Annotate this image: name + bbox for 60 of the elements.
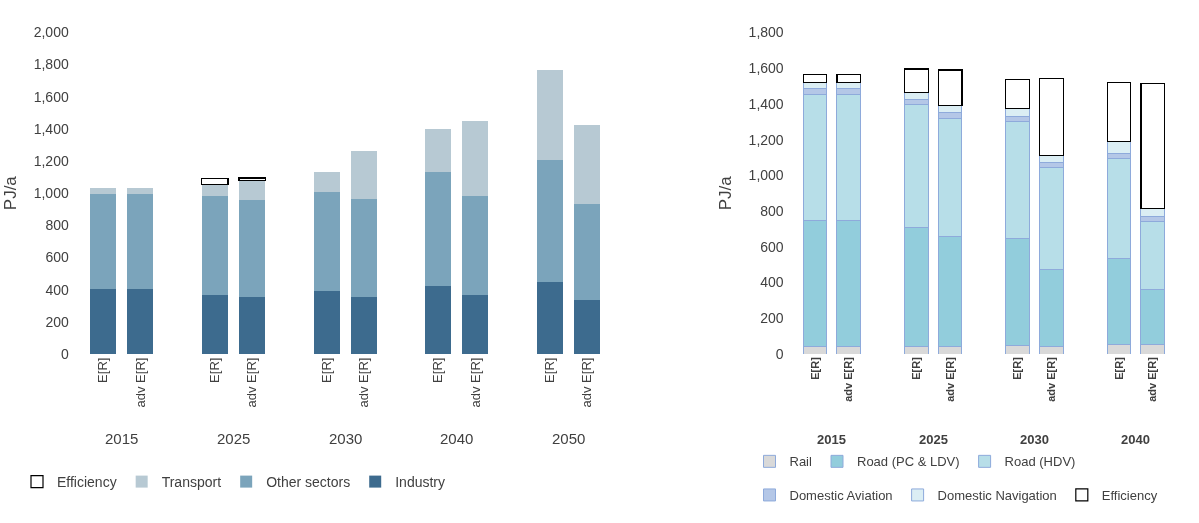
y-tick-label: 0 — [60, 345, 69, 362]
y-tick-label: 1,800 — [748, 24, 784, 41]
x-tick-label: adv E[R] — [1146, 356, 1159, 402]
text: 2025 — [217, 430, 251, 447]
y-tick-label: 1,400 — [33, 120, 69, 137]
legend-label: Industry — [395, 474, 446, 491]
legend-label: Transport — [161, 474, 222, 491]
y-tick-label: 200 — [45, 313, 69, 330]
y-tick-label: 600 — [760, 238, 784, 255]
text: 2015 — [105, 430, 139, 447]
y-tick-label: 0 — [775, 345, 784, 362]
y-tick-label: 1,400 — [748, 95, 784, 112]
x-tick-label: E[R] — [95, 357, 111, 383]
y-tick-label: 1,000 — [748, 167, 784, 184]
text: 2015 — [817, 432, 846, 447]
x-tick-label: adv E[R] — [842, 356, 855, 402]
x-tick-label: E[R] — [1112, 356, 1125, 380]
x-tick-label: adv E[R] — [132, 357, 148, 408]
x-tick-label: E[R] — [909, 356, 922, 380]
y-tick-label: 1,000 — [33, 185, 69, 202]
legend-label: Efficiency — [57, 474, 117, 491]
legend-label: Efficiency — [1101, 488, 1158, 504]
legend-label: Domestic Navigation — [937, 488, 1057, 504]
y-tick-label: 400 — [760, 274, 784, 291]
text: 2050 — [552, 430, 586, 447]
x-tick-label: adv E[R] — [943, 356, 956, 402]
y-axis-title: PJ/a — [716, 175, 736, 211]
legend-label: Road (HDV) — [1004, 454, 1076, 470]
legend-label: Rail — [789, 454, 813, 470]
legend-label: Other sectors — [266, 474, 351, 491]
legend-label: Road (PC & LDV) — [857, 454, 960, 470]
y-tick-label: 600 — [45, 249, 69, 266]
x-tick-label: E[R] — [808, 356, 821, 380]
y-tick-label: 1,200 — [748, 131, 784, 148]
x-tick-label: E[R] — [430, 357, 446, 383]
x-tick-label: E[R] — [1011, 356, 1024, 380]
text: 2030 — [1020, 432, 1049, 447]
y-tick-label: 1,600 — [33, 88, 69, 105]
x-tick-label: adv E[R] — [1045, 356, 1058, 402]
x-tick-label: E[R] — [318, 357, 334, 383]
y-tick-label: 1,600 — [748, 60, 784, 77]
x-tick-label: adv E[R] — [355, 357, 371, 408]
y-tick-label: 1,800 — [33, 56, 69, 73]
x-tick-label: adv E[R] — [244, 357, 260, 408]
y-tick-label: 800 — [45, 217, 69, 234]
y-tick-label: 2,000 — [33, 24, 69, 41]
y-tick-label: 1,200 — [33, 152, 69, 169]
text: 2025 — [919, 432, 948, 447]
y-tick-label: 200 — [760, 310, 784, 327]
text: 2040 — [1121, 432, 1150, 447]
y-tick-label: 400 — [45, 281, 69, 298]
text: 2030 — [329, 430, 363, 447]
x-tick-label: adv E[R] — [579, 357, 595, 408]
legend-label: Domestic Aviation — [789, 488, 893, 504]
x-tick-label: E[R] — [542, 357, 558, 383]
y-tick-label: 800 — [760, 202, 784, 219]
x-tick-label: E[R] — [207, 357, 223, 383]
x-tick-label: adv E[R] — [467, 357, 483, 408]
y-axis-title: PJ/a — [1, 175, 21, 211]
text: 2040 — [440, 430, 474, 447]
